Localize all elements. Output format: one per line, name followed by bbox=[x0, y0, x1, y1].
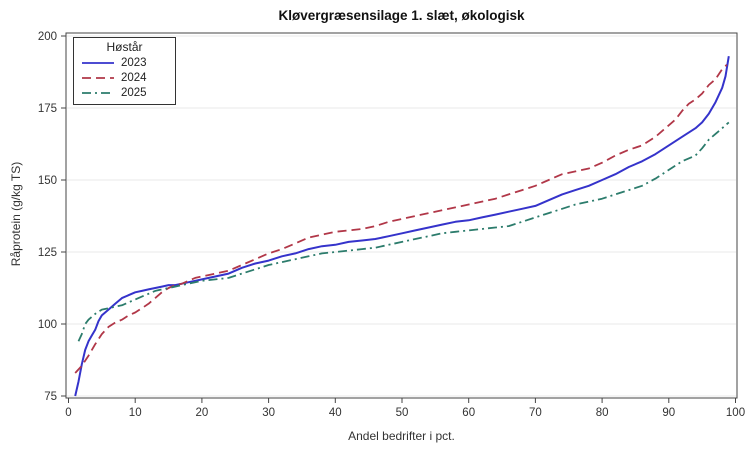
x-tick-label: 10 bbox=[129, 407, 142, 419]
x-tick-label: 20 bbox=[196, 407, 209, 419]
legend-label-2025: 2025 bbox=[121, 86, 147, 99]
legend: Høstår 2023 2024 2025 bbox=[73, 37, 176, 105]
chart-title: Kløvergræsensilage 1. slæt, økologisk bbox=[278, 8, 525, 23]
series-line-2023 bbox=[74, 56, 730, 397]
legend-line-sample-2023 bbox=[82, 61, 114, 64]
x-tick-label: 100 bbox=[726, 407, 745, 419]
series-line-2024 bbox=[74, 64, 728, 374]
legend-item-2025: 2025 bbox=[74, 85, 175, 100]
x-tick-label: 0 bbox=[65, 407, 71, 419]
x-tick-label: 60 bbox=[462, 407, 475, 419]
legend-line-sample-2025 bbox=[82, 91, 114, 94]
legend-line-sample-2024 bbox=[82, 76, 114, 79]
legend-item-2024: 2024 bbox=[74, 70, 175, 85]
legend-label-2024: 2024 bbox=[121, 71, 147, 84]
legend-title: Høstår bbox=[106, 40, 143, 54]
x-tick-label: 70 bbox=[529, 407, 542, 419]
y-tick-label: 75 bbox=[44, 391, 57, 403]
x-tick-label: 30 bbox=[262, 407, 275, 419]
series-line-2025 bbox=[77, 121, 730, 342]
y-tick-label: 100 bbox=[38, 319, 57, 331]
x-tick-label: 80 bbox=[596, 407, 609, 419]
x-axis-label: Andel bedrifter i pct. bbox=[348, 429, 455, 443]
x-tick-label: 90 bbox=[662, 407, 675, 419]
legend-label-2023: 2023 bbox=[121, 56, 147, 69]
y-axis-label: Råprotein (g/kg TS) bbox=[9, 161, 23, 267]
y-tick-label: 175 bbox=[38, 103, 57, 115]
x-tick-label: 40 bbox=[329, 407, 342, 419]
legend-item-2023: 2023 bbox=[74, 55, 175, 70]
x-tick-label: 50 bbox=[396, 407, 409, 419]
y-tick-label: 125 bbox=[38, 247, 57, 259]
y-tick-label: 150 bbox=[38, 175, 57, 187]
y-tick-label: 200 bbox=[38, 31, 57, 43]
